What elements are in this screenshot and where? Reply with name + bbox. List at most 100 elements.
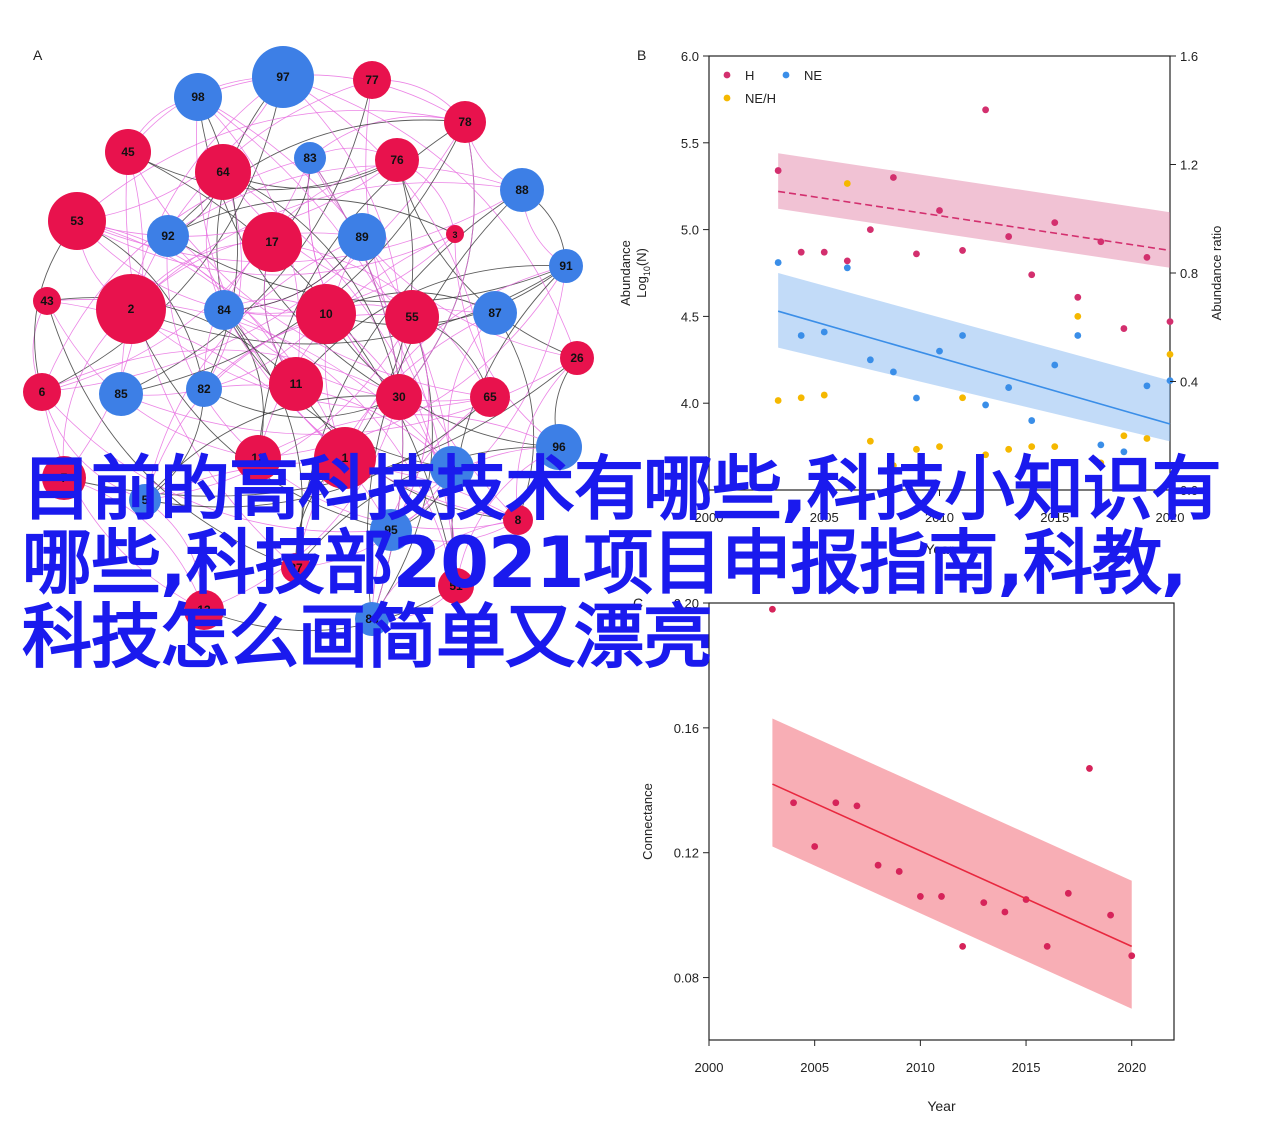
network-node-label: 9 <box>449 461 456 475</box>
network-edge <box>203 388 400 418</box>
network-edge <box>76 189 523 263</box>
legend-marker <box>782 71 790 79</box>
x-tick-label: 2010 <box>906 1060 935 1075</box>
network-node-label: 8 <box>515 513 522 527</box>
data-point <box>1005 384 1013 391</box>
y-left-axis-label: Abundance <box>618 240 633 306</box>
network-node-label: 7 <box>61 471 68 485</box>
panel-b-label: B <box>637 47 646 63</box>
network-node-circle <box>430 446 474 490</box>
network-edge <box>167 165 523 237</box>
y-right-tick-label: 1.6 <box>1180 49 1198 64</box>
data-point <box>797 332 805 339</box>
network-node-label: 76 <box>390 153 404 167</box>
network-node: 1 <box>314 427 376 489</box>
legend-marker <box>723 71 731 79</box>
data-point <box>916 893 924 900</box>
network-node-label: 83 <box>303 151 317 165</box>
network-edge <box>398 121 475 398</box>
data-point <box>1028 271 1036 279</box>
fit-line-h <box>778 190 1171 252</box>
network-edge <box>130 182 523 310</box>
network-node: 88 <box>500 168 544 212</box>
confidence-band-ne <box>778 273 1170 442</box>
network-node-circle <box>105 129 151 175</box>
network-node-circle <box>376 374 422 420</box>
network-node-circle <box>186 371 222 407</box>
data-point <box>1086 765 1093 772</box>
y-right-tick-label: 0.4 <box>1180 375 1198 390</box>
data-point <box>959 394 966 402</box>
network-edge <box>127 151 491 398</box>
network-node-circle <box>473 291 517 335</box>
network-node: 43 <box>33 287 61 315</box>
network-node-circle <box>353 61 391 99</box>
network-node-circle <box>195 144 251 200</box>
legend-label: NE/H <box>745 91 776 106</box>
network-node-circle <box>370 509 412 551</box>
network-edge <box>282 76 491 398</box>
data-point <box>843 264 851 272</box>
network-node-circle <box>500 168 544 212</box>
data-point <box>1166 350 1174 358</box>
network-edge <box>325 313 457 587</box>
network-node: 82 <box>186 371 222 407</box>
y-left-tick-label: 4.0 <box>681 396 699 411</box>
network-node-label: 64 <box>216 165 230 179</box>
network-node-circle <box>252 46 314 108</box>
network-node-circle <box>184 590 224 630</box>
data-point <box>853 802 861 810</box>
network-node: 78 <box>444 101 486 143</box>
network-node-circle <box>242 212 302 272</box>
data-point <box>913 394 920 402</box>
data-point <box>1097 441 1105 449</box>
network-node: 89 <box>338 213 386 261</box>
network-node: 86 <box>355 602 389 636</box>
network-node-circle <box>446 225 464 243</box>
network-node-circle <box>560 341 594 375</box>
network-node-circle <box>470 377 510 417</box>
network-edge <box>257 265 567 459</box>
network-node: 7 <box>42 456 86 500</box>
network-node: 9 <box>430 446 474 490</box>
data-point <box>774 397 782 404</box>
network-edge <box>325 265 567 326</box>
network-node: 12 <box>235 435 281 481</box>
network-edge <box>223 159 398 311</box>
x-tick-label: 2010 <box>925 510 954 525</box>
data-point <box>890 174 897 181</box>
panel-b-legend: H NE NE/H <box>723 68 822 106</box>
data-point <box>1005 233 1013 240</box>
data-point <box>1074 293 1082 301</box>
network-edge <box>127 151 398 191</box>
network-node-circle <box>281 553 311 583</box>
network-node: 85 <box>99 372 143 416</box>
data-point <box>1005 445 1013 453</box>
network-edge <box>197 74 466 123</box>
x-tick-label: 2015 <box>1040 510 1069 525</box>
y-axis-label: Connectance <box>640 783 655 860</box>
network-node-label: 45 <box>121 145 135 159</box>
network-node-circle <box>338 213 386 261</box>
network-edge <box>203 396 400 611</box>
network-edge <box>197 96 238 390</box>
network-edge <box>76 109 466 222</box>
network-node-circle <box>296 284 356 344</box>
network-node: 76 <box>375 138 419 182</box>
network-node: 53 <box>48 192 106 250</box>
data-point <box>1107 911 1114 919</box>
network-node-label: 1 <box>342 451 349 465</box>
network-node: 10 <box>296 284 356 344</box>
x-axis-label: Year <box>925 541 954 557</box>
data-point <box>1051 219 1059 227</box>
x-tick-label: 2000 <box>695 1060 724 1075</box>
network-node: 77 <box>353 61 391 99</box>
network-node-circle <box>314 427 376 489</box>
network-node: 27 <box>281 553 311 583</box>
data-point <box>1001 908 1009 916</box>
data-point <box>1028 417 1036 424</box>
network-node-circle <box>204 290 244 330</box>
data-point <box>797 394 805 402</box>
network-node-label: 6 <box>39 385 46 399</box>
